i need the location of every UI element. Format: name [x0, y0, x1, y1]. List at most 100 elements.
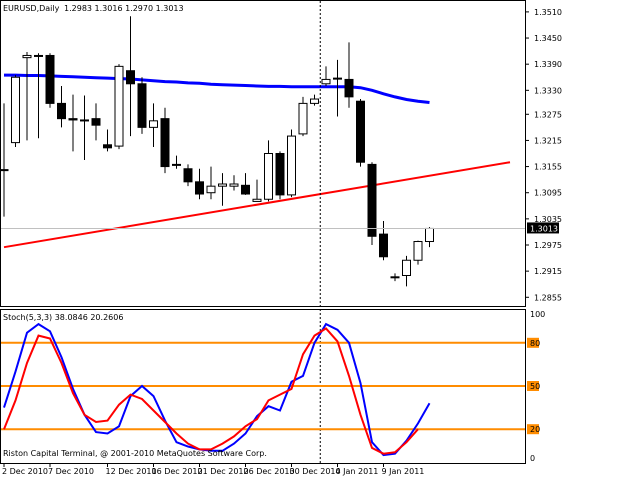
candle-body [321, 78, 331, 85]
price-tick-label: 1.3275 [534, 110, 562, 119]
candle-body [275, 153, 285, 196]
candle [252, 179, 262, 202]
stochastic-signal-line [3, 327, 419, 455]
candle-body [229, 183, 239, 187]
candle [402, 255, 411, 287]
candle-body [172, 163, 181, 166]
candle-body [22, 54, 32, 59]
level-tag [527, 381, 539, 391]
candle [160, 107, 170, 174]
candle-body [45, 54, 55, 104]
time-tick-label: 30 Dec 2010 [290, 467, 341, 476]
copyright-text: Riston Capital Terminal, @ 2001-2010 Met… [3, 449, 267, 458]
chart-ohlc-readout: 1.2983 1.3016 1.2970 1.3013 [64, 4, 184, 13]
candle [11, 75, 20, 147]
candle [22, 51, 32, 141]
price-tick-label: 1.3450 [534, 34, 562, 43]
stochastic-pane-frame [0, 309, 526, 464]
candle-body [298, 102, 308, 135]
candle-body [310, 98, 319, 104]
stochastic-main-line [3, 322, 431, 457]
candle [114, 64, 124, 150]
candle [333, 59, 342, 117]
candle [321, 66, 331, 86]
candle-body [195, 181, 204, 195]
stochastic-lines [3, 322, 431, 457]
candle [298, 96, 308, 137]
candle [103, 129, 112, 152]
stochastic-label: Stoch(5,3,3) 38.0846 20.2606 [3, 313, 123, 322]
candle-body [149, 120, 158, 128]
price-tick-label: 1.3155 [534, 163, 562, 172]
candle [80, 95, 89, 161]
candle [379, 221, 388, 261]
price-tick-label: 1.3035 [534, 215, 562, 224]
candle-body [252, 198, 262, 202]
candle-body [126, 70, 135, 85]
candle-body [57, 102, 66, 120]
price-tick-label: 1.3330 [534, 86, 562, 95]
trend-line [3, 161, 511, 249]
candle [137, 77, 147, 134]
candle-body [264, 153, 273, 200]
candle [68, 94, 78, 152]
candle [149, 103, 158, 147]
stochastic-tick-label: 0 [530, 454, 535, 463]
candle [206, 166, 216, 200]
candle [367, 162, 377, 245]
candle [241, 173, 250, 195]
time-tick-label: 4 Jan 2011 [336, 467, 379, 476]
candle [413, 240, 423, 265]
stochastic-pane[interactable]: Stoch(5,3,3) 38.0846 20.2606 Riston Capi… [1, 313, 525, 458]
candle-body [413, 241, 423, 261]
time-tick-label: 16 Dec 2010 [152, 467, 203, 476]
candle [287, 129, 296, 198]
candles-layer [0, 16, 434, 287]
chart-symbol-title: EURUSD,Daily [3, 4, 60, 13]
candle-body [333, 77, 342, 80]
stochastic-axis: 100 80 50 20 0 [527, 310, 545, 463]
candle-body [344, 78, 354, 98]
stochastic-tick-label: 100 [530, 310, 545, 319]
candle-body [114, 65, 124, 147]
price-tick-label: 1.2915 [534, 267, 562, 276]
candle [229, 175, 239, 191]
time-tick-label: 12 Dec 2010 [106, 467, 157, 476]
price-axis[interactable]: 1.3510 1.3450 1.3390 1.3330 1.3275 1.3215 1.31… [525, 8, 562, 302]
price-pane[interactable]: EURUSD,Daily 1.2983 1.3016 1.2970 1.3013 [0, 4, 525, 287]
candle-body [80, 119, 89, 122]
candle-body [183, 168, 193, 183]
candle-body [287, 135, 296, 196]
price-tick-label: 1.3390 [534, 60, 562, 69]
price-pane-frame [0, 0, 526, 307]
candle-body [206, 185, 216, 194]
price-tick-label: 1.2855 [534, 293, 562, 302]
candle-body [91, 118, 101, 126]
candle [195, 168, 204, 200]
price-tick-label: 1.3215 [534, 136, 562, 145]
time-tick-label: 21 Dec 2010 [198, 467, 249, 476]
level-tag [527, 337, 539, 348]
stochastic-tick-label: 80 [530, 339, 540, 348]
candle [34, 53, 43, 139]
candle [356, 99, 365, 167]
candle [57, 85, 66, 128]
current-price-label: 1.3013 [530, 224, 558, 233]
time-tick-label: 2 Dec 2010 [2, 467, 48, 476]
stochastic-tick-label: 50 [530, 382, 540, 391]
candle-body [356, 100, 365, 163]
candle [172, 155, 181, 169]
candle-body [218, 183, 227, 187]
candle [126, 16, 135, 137]
candle [264, 140, 273, 202]
candle-body [103, 144, 112, 149]
candle [344, 42, 354, 108]
candle-body [402, 259, 411, 276]
price-tick-label: 1.3095 [534, 189, 562, 198]
candle-body [0, 169, 9, 172]
candle [275, 151, 285, 200]
candle-body [137, 83, 147, 128]
